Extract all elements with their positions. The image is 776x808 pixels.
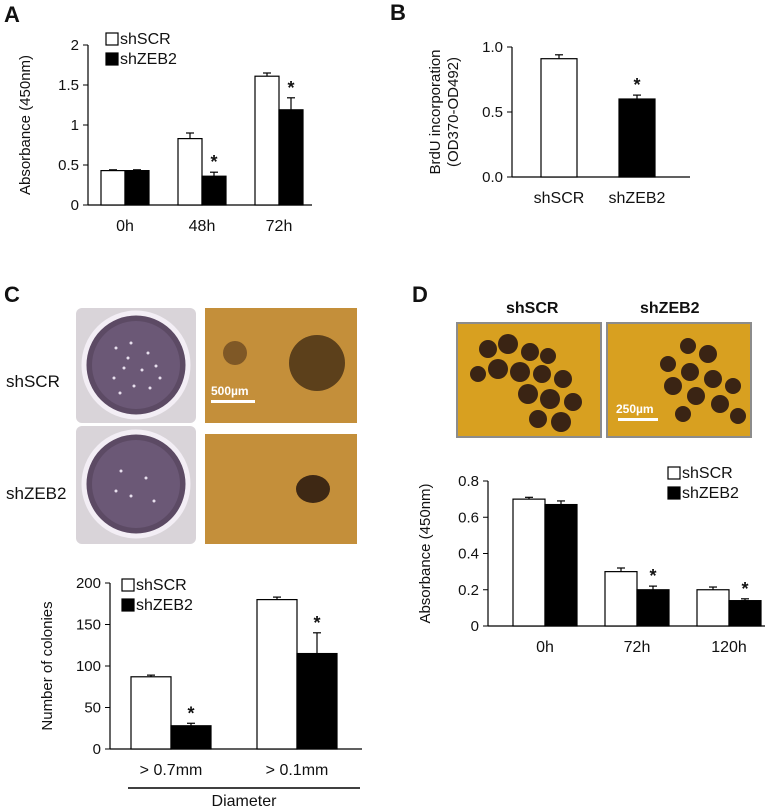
col-label-shscr: shSCR <box>506 300 559 317</box>
y-tick-label: 0.8 <box>458 473 479 490</box>
significance-marker: * <box>649 566 656 586</box>
significance-marker: * <box>287 78 294 98</box>
y-tick-label: 1.0 <box>482 39 503 56</box>
legend-swatch <box>105 52 119 66</box>
y-tick-label: 0.2 <box>458 582 479 599</box>
y-axis-label: Absorbance (450nm) <box>417 483 434 623</box>
bar <box>130 676 172 750</box>
significance-marker: * <box>741 579 748 599</box>
significance-marker: * <box>313 613 320 633</box>
panel-letter-b: B <box>390 0 406 25</box>
x-tick-label: 120h <box>711 639 747 656</box>
y-tick-label: 0.0 <box>482 169 503 186</box>
dish-well-graphic <box>81 429 191 539</box>
bar <box>512 498 546 627</box>
y-tick-label: 2 <box>71 37 79 54</box>
x-tick-label: 0h <box>116 218 134 235</box>
sphere-cluster-graphic <box>470 334 582 432</box>
y-tick-label: 150 <box>76 617 101 634</box>
panel-letter-c: C <box>4 282 20 307</box>
dish-well-graphic <box>81 310 191 420</box>
bar <box>618 98 656 178</box>
y-tick-label: 0 <box>471 618 479 635</box>
scale-bar-label: 500µm <box>211 384 249 398</box>
bar <box>256 598 298 750</box>
legend-swatch <box>121 598 135 612</box>
bar <box>728 600 762 627</box>
y-tick-label: 0.5 <box>58 157 79 174</box>
legend-swatch <box>667 466 681 480</box>
y-axis-label: Number of colonies <box>39 601 56 730</box>
significance-marker: * <box>633 75 640 95</box>
colony-micrograph-shscr: 500µm <box>205 308 357 423</box>
colony-graphic <box>223 335 345 391</box>
y-tick-label: 0 <box>71 197 79 214</box>
y-tick-label: 0 <box>93 741 101 758</box>
bar <box>201 175 227 206</box>
legend-label: shZEB2 <box>120 51 177 68</box>
legend-label: shSCR <box>136 577 187 594</box>
sphere-micrograph-shzeb2: 250µm <box>606 322 752 438</box>
y-axis-label: Absorbance (450nm) <box>17 55 34 195</box>
colony-dish-photo-shscr <box>76 308 196 423</box>
y-tick-label: 0.6 <box>458 509 479 526</box>
x-tick-label: > 0.1mm <box>266 762 329 779</box>
bar <box>170 725 212 750</box>
bar <box>696 589 730 627</box>
colony-micrograph-shzeb2 <box>205 434 357 544</box>
bar <box>278 109 304 206</box>
y-axis-label: (OD370-OD492) <box>445 57 462 167</box>
scale-bar-label: 250µm <box>616 402 654 416</box>
legend-swatch <box>667 486 681 500</box>
col-label-shzeb2: shZEB2 <box>640 300 700 317</box>
bar <box>540 58 578 178</box>
bar <box>254 75 280 206</box>
legend-label: shZEB2 <box>136 597 193 614</box>
x-tick-label: shZEB2 <box>609 190 666 207</box>
sphere-cluster-graphic <box>660 338 746 424</box>
x-tick-label: 48h <box>189 218 216 235</box>
bar <box>124 170 150 206</box>
x-tick-label: > 0.7mm <box>140 762 203 779</box>
significance-marker: * <box>187 703 194 723</box>
legend-label: shSCR <box>682 465 733 482</box>
bar <box>544 503 578 627</box>
y-tick-label: 0.5 <box>482 104 503 121</box>
bar <box>100 170 126 206</box>
colony-dish-photo-shzeb2 <box>76 426 196 544</box>
x-axis-label: Diameter <box>212 793 278 808</box>
x-tick-label: 0h <box>536 639 554 656</box>
x-tick-label: 72h <box>624 639 651 656</box>
bar <box>296 652 338 750</box>
panel-letter-d: D <box>412 282 428 307</box>
legend-label: shZEB2 <box>682 485 739 502</box>
bar <box>636 589 670 627</box>
y-tick-label: 1 <box>71 117 79 134</box>
y-tick-label: 50 <box>84 700 101 717</box>
y-axis-label: BrdU incorporation <box>427 49 444 174</box>
x-tick-label: shSCR <box>534 190 585 207</box>
legend-swatch <box>105 32 119 46</box>
y-tick-label: 200 <box>76 575 101 592</box>
bar <box>604 571 638 627</box>
significance-marker: * <box>210 152 217 172</box>
sphere-micrograph-shscr <box>456 322 602 438</box>
x-tick-label: 72h <box>266 218 293 235</box>
row-label-shzeb2: shZEB2 <box>6 484 67 503</box>
scale-bar <box>618 418 658 421</box>
y-tick-label: 0.4 <box>458 546 479 563</box>
colony-graphic <box>296 475 330 503</box>
panel-letter-a: A <box>4 2 20 27</box>
row-label-shscr: shSCR <box>6 372 60 391</box>
bar <box>177 138 203 206</box>
y-tick-label: 100 <box>76 658 101 675</box>
legend-label: shSCR <box>120 31 171 48</box>
y-tick-label: 1.5 <box>58 77 79 94</box>
legend-swatch <box>121 578 135 592</box>
scale-bar <box>211 400 255 403</box>
